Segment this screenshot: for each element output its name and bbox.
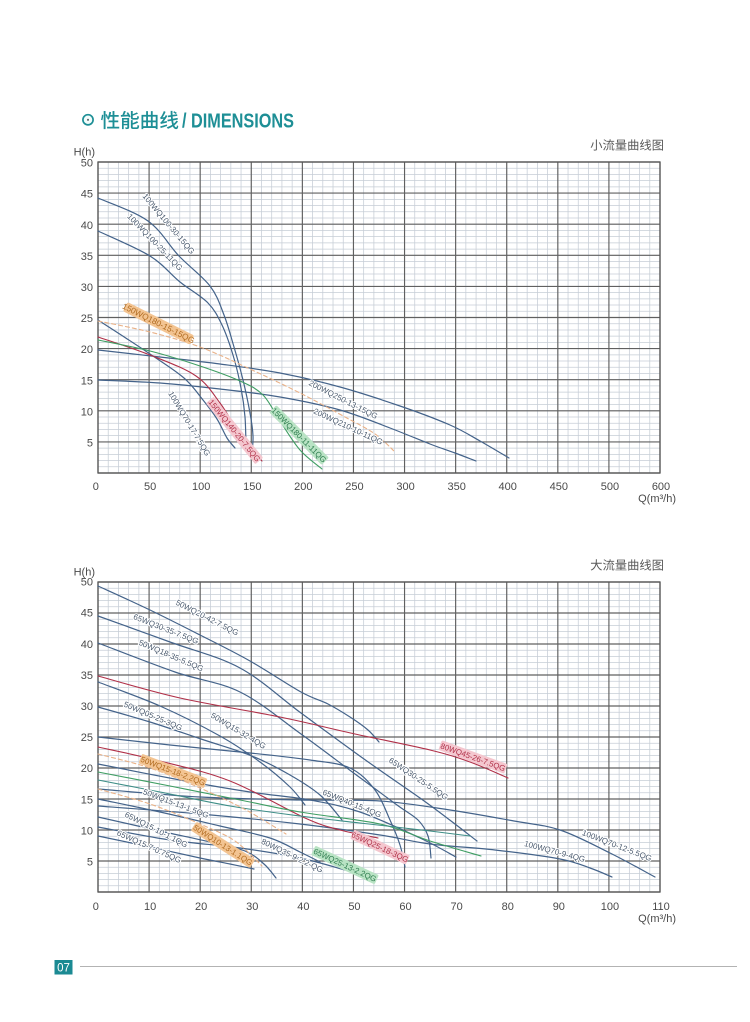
svg-text:45: 45 <box>81 189 93 201</box>
svg-text:35: 35 <box>81 670 93 682</box>
svg-text:0: 0 <box>93 901 99 913</box>
svg-text:450: 450 <box>550 481 568 493</box>
svg-text:5: 5 <box>87 857 93 869</box>
svg-text:30: 30 <box>81 701 93 713</box>
svg-text:35: 35 <box>81 251 93 263</box>
svg-text:5: 5 <box>87 438 93 450</box>
svg-text:350: 350 <box>447 481 465 493</box>
svg-text:Q(m³/h): Q(m³/h) <box>638 913 676 925</box>
svg-text:50: 50 <box>348 901 360 913</box>
svg-text:10: 10 <box>81 406 93 418</box>
svg-text:100: 100 <box>192 481 210 493</box>
svg-text:H(h): H(h) <box>74 147 95 159</box>
svg-text:Q(m³/h): Q(m³/h) <box>638 493 676 505</box>
svg-text:40: 40 <box>81 639 93 651</box>
svg-text:60: 60 <box>399 901 411 913</box>
svg-text:25: 25 <box>81 732 93 744</box>
svg-text:20: 20 <box>195 901 207 913</box>
svg-text:H(h): H(h) <box>74 567 95 579</box>
svg-text:90: 90 <box>553 901 565 913</box>
svg-text:/ DIMENSIONS: / DIMENSIONS <box>182 111 294 133</box>
svg-text:07: 07 <box>57 963 70 975</box>
svg-text:15: 15 <box>81 375 93 387</box>
svg-text:10: 10 <box>144 901 156 913</box>
svg-text:50: 50 <box>144 481 156 493</box>
svg-text:30: 30 <box>81 282 93 294</box>
svg-text:50: 50 <box>81 577 93 589</box>
svg-text:30: 30 <box>246 901 258 913</box>
svg-text:10: 10 <box>81 825 93 837</box>
svg-text:40: 40 <box>81 220 93 232</box>
svg-text:25: 25 <box>81 313 93 325</box>
svg-text:15: 15 <box>81 794 93 806</box>
svg-text:80: 80 <box>502 901 514 913</box>
svg-text:100: 100 <box>601 901 619 913</box>
svg-text:0: 0 <box>93 481 99 493</box>
svg-text:20: 20 <box>81 344 93 356</box>
svg-text:45: 45 <box>81 608 93 620</box>
svg-text:400: 400 <box>499 481 517 493</box>
svg-text:250: 250 <box>345 481 363 493</box>
svg-text:40: 40 <box>297 901 309 913</box>
svg-text:110: 110 <box>652 901 670 913</box>
svg-text:600: 600 <box>652 481 670 493</box>
svg-text:200: 200 <box>294 481 312 493</box>
svg-text:500: 500 <box>601 481 619 493</box>
svg-text:150: 150 <box>243 481 261 493</box>
svg-text:20: 20 <box>81 763 93 775</box>
svg-text:50: 50 <box>81 158 93 170</box>
svg-text:70: 70 <box>451 901 463 913</box>
svg-text:300: 300 <box>396 481 414 493</box>
